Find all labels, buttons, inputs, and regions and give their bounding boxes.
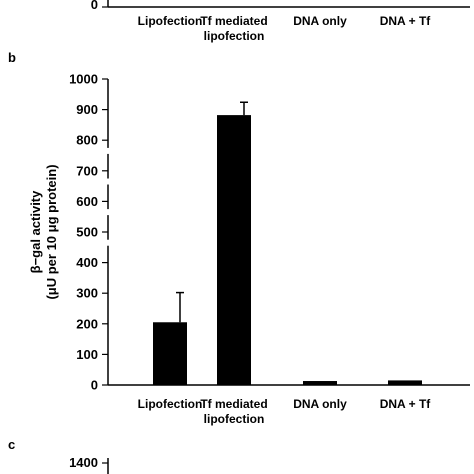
panel-a-category-label: lipofection xyxy=(204,29,265,43)
panel-b-y-tick-label: 600 xyxy=(76,194,98,209)
panel-c: 1400 xyxy=(69,455,109,474)
bar xyxy=(217,115,251,385)
panel-b-y-tick-label: 800 xyxy=(76,133,98,148)
axis-break-gap xyxy=(105,147,111,154)
bar xyxy=(303,381,337,385)
panel-b-category-label: DNA only xyxy=(293,397,347,411)
bar xyxy=(388,380,422,385)
panel-b-y-tick-label: 500 xyxy=(76,225,98,240)
axis-break-gap xyxy=(105,209,111,216)
panel-b-y-tick-label: 200 xyxy=(76,316,98,331)
panel-b-y-tick-label: 900 xyxy=(76,102,98,117)
bar xyxy=(153,322,187,385)
panel-b-y-label-line: β−gal activity xyxy=(28,190,43,273)
panel-b-y-tick-label: 100 xyxy=(76,347,98,362)
panel-a-y-tick-label: 0 xyxy=(91,0,98,12)
axis-break-gap xyxy=(105,239,111,246)
panel-b-y-tick-label: 400 xyxy=(76,255,98,270)
panel-c-y-tick-label: 1400 xyxy=(69,455,98,470)
panel-a-category-label: DNA only xyxy=(293,14,347,28)
panel-a-category-label: DNA + Tf xyxy=(380,14,432,28)
panel-b-category-label: Lipofection xyxy=(138,397,203,411)
panel-b-chart: β−gal activity (μU per 10 μg protein) 0 10… xyxy=(28,72,470,426)
panel-a-category-label: Tf mediated xyxy=(200,14,267,28)
panel-b-y-tick-label: 0 xyxy=(91,378,98,393)
panel-b-category-label: DNA + Tf xyxy=(380,397,432,411)
panel-b-y-axis-label: β−gal activity (μU per 10 μg protein) xyxy=(28,164,59,299)
axis-break-gap xyxy=(105,178,111,185)
panel-c-letter: c xyxy=(8,437,15,452)
panel-b-y-tick-label: 300 xyxy=(76,286,98,301)
panel-b-letter: b xyxy=(8,50,16,65)
panel-b-y-label-line: (μU per 10 μg protein) xyxy=(44,164,59,299)
panel-b-y-tick-label: 700 xyxy=(76,163,98,178)
panel-b-category-label: lipofection xyxy=(204,412,265,426)
panel-a-category-label: Lipofection xyxy=(138,14,203,28)
panel-b-category-label: Tf mediated xyxy=(200,397,267,411)
panel-b-y-tick-label: 1000 xyxy=(69,72,98,87)
panel-b-axis-break xyxy=(105,147,111,246)
